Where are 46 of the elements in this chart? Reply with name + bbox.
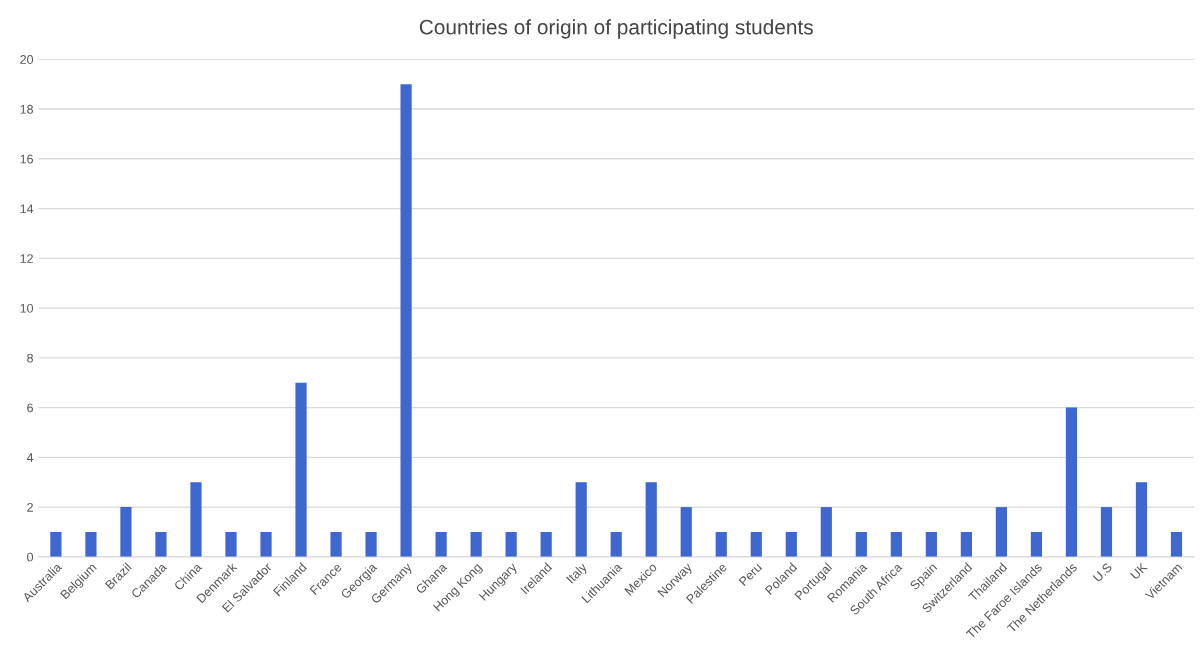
y-tick-label: 8 xyxy=(27,353,33,363)
y-tick-label: 10 xyxy=(20,303,34,313)
bar xyxy=(1030,531,1043,557)
bar xyxy=(610,531,622,557)
y-tick-label: 12 xyxy=(20,254,33,263)
bar xyxy=(1135,482,1148,557)
y-tick-label: 0 xyxy=(27,552,34,562)
bar xyxy=(330,531,342,557)
bar xyxy=(890,531,902,557)
bar xyxy=(365,531,377,557)
bar xyxy=(400,84,412,557)
bar xyxy=(190,482,202,557)
bar xyxy=(960,531,972,557)
bar xyxy=(85,531,97,557)
bar xyxy=(925,531,937,557)
bar xyxy=(715,531,727,557)
y-tick-label: 6 xyxy=(27,403,33,413)
bar xyxy=(120,507,132,557)
bar xyxy=(260,531,272,557)
bar xyxy=(540,531,552,557)
bar xyxy=(470,531,482,557)
y-tick-label: 14 xyxy=(20,204,34,214)
y-tick-label: 4 xyxy=(26,453,34,462)
bar xyxy=(435,531,447,557)
bar xyxy=(680,507,692,557)
bar xyxy=(750,531,762,557)
y-tick-label: 2 xyxy=(27,502,33,512)
bar xyxy=(820,507,832,557)
bar xyxy=(995,507,1007,557)
bar xyxy=(505,531,517,557)
bar xyxy=(785,531,797,557)
bar xyxy=(295,382,307,557)
bar xyxy=(1170,531,1183,557)
bar xyxy=(50,531,62,557)
y-tick-label: 20 xyxy=(20,55,34,64)
y-tick-label: 18 xyxy=(20,104,33,114)
bar xyxy=(1100,507,1113,557)
y-tick-label: 16 xyxy=(20,154,33,164)
bar xyxy=(1065,407,1078,557)
bar xyxy=(225,531,237,557)
bar xyxy=(155,531,167,557)
bar xyxy=(855,531,867,557)
chart-title: Countries of origin of participating students xyxy=(419,19,813,39)
bar xyxy=(575,482,587,557)
bar xyxy=(645,482,657,557)
x-tick-label: U.S xyxy=(1092,562,1113,583)
